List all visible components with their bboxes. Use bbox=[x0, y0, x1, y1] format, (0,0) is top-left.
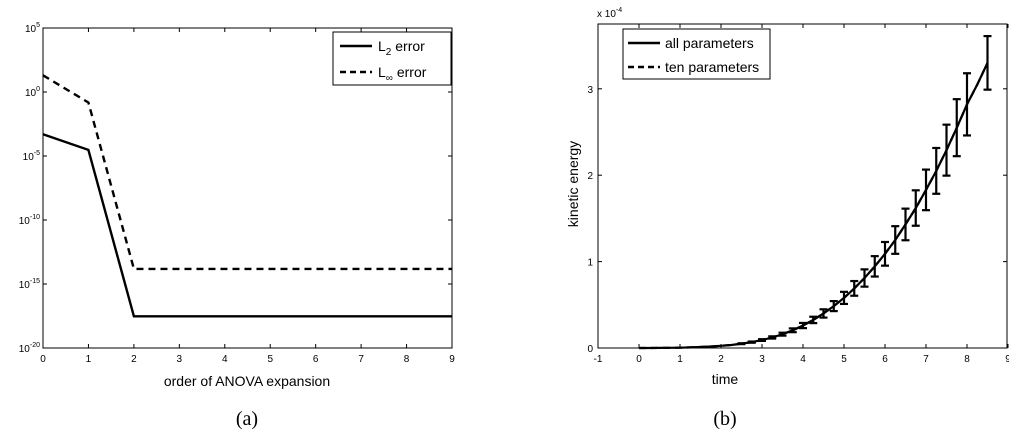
series-line-linf-error bbox=[42, 74, 452, 271]
error-bar bbox=[870, 255, 879, 278]
x-tick-label: 1 bbox=[677, 354, 683, 365]
x-tick-label: 2 bbox=[718, 354, 724, 365]
x-tick-label: 8 bbox=[404, 354, 410, 365]
y-tick-label: 10-5 bbox=[23, 150, 40, 163]
error-bar bbox=[911, 189, 920, 227]
panel-a-frame bbox=[42, 27, 453, 349]
x-tick-label: 0 bbox=[636, 354, 642, 365]
x-tick-label: 4 bbox=[800, 354, 806, 365]
error-bar bbox=[891, 225, 900, 255]
x-tick-label: 4 bbox=[222, 354, 228, 365]
error-bar bbox=[758, 338, 766, 343]
y-tick-label: 10-10 bbox=[19, 214, 40, 227]
panel-b-y-multiplier: x 10-4 bbox=[597, 7, 622, 20]
error-bar bbox=[922, 168, 930, 212]
y-tick-label: 0 bbox=[587, 344, 593, 355]
y-tick-label: 10-15 bbox=[19, 278, 40, 291]
panel-a-x-axis-label: order of ANOVA expansion bbox=[164, 373, 330, 389]
error-bar bbox=[901, 207, 910, 242]
x-tick-label: 6 bbox=[882, 354, 888, 365]
error-bar bbox=[768, 335, 777, 340]
panel-b-legend: all parameters ten parameters bbox=[622, 28, 771, 80]
y-tick-label: 100 bbox=[25, 86, 40, 99]
y-tick-label: 1 bbox=[587, 258, 593, 269]
x-tick-label: 0 bbox=[40, 354, 46, 365]
error-bar bbox=[788, 327, 797, 334]
panel-b-y-axis-label: kinetic energy bbox=[565, 141, 581, 227]
error-bar bbox=[983, 34, 992, 91]
error-bar bbox=[829, 299, 838, 313]
y-tick-label: 3 bbox=[587, 85, 593, 96]
panel-b-x-axis-label: time bbox=[712, 371, 739, 387]
x-tick-label: 1 bbox=[86, 354, 92, 365]
error-bar bbox=[932, 146, 941, 195]
error-bar bbox=[819, 308, 828, 319]
panel-a-legend: L2 error L∞ error bbox=[332, 31, 452, 86]
x-tick-label: 7 bbox=[358, 354, 364, 365]
x-tick-label: 5 bbox=[267, 354, 273, 365]
error-bar bbox=[881, 240, 889, 267]
error-bar bbox=[952, 98, 961, 158]
x-tick-label: 3 bbox=[177, 354, 183, 365]
error-bar bbox=[778, 331, 787, 337]
x-tick-label: 9 bbox=[1005, 354, 1009, 365]
y-tick-label: 2 bbox=[587, 171, 593, 182]
series-line-all-parameters bbox=[639, 62, 989, 350]
x-tick-label: 6 bbox=[313, 354, 319, 365]
x-tick-label: 5 bbox=[841, 354, 847, 365]
error-bar bbox=[963, 72, 971, 137]
error-bar bbox=[860, 268, 869, 288]
error-bar bbox=[737, 342, 746, 346]
series-line-ten-parameters bbox=[639, 62, 989, 350]
x-tick-label: 8 bbox=[964, 354, 970, 365]
panel-a-caption: (a) bbox=[236, 408, 258, 430]
x-tick-label: 7 bbox=[923, 354, 929, 365]
x-tick-label: 2 bbox=[131, 354, 137, 365]
error-bar bbox=[942, 123, 951, 177]
panel-b-chart: time kinetic energy (b) x 10-4 all param… bbox=[565, 7, 1009, 430]
error-bar bbox=[747, 340, 756, 344]
legend-label-all: all parameters bbox=[665, 35, 754, 51]
y-tick-label: 105 bbox=[25, 22, 40, 35]
x-tick-label: -1 bbox=[594, 354, 603, 365]
y-tick-label: 10-20 bbox=[19, 342, 40, 355]
panel-a-chart: order of ANOVA expansion (a) L2 error L∞… bbox=[19, 22, 455, 430]
error-bar bbox=[840, 290, 848, 306]
x-tick-label: 3 bbox=[759, 354, 765, 365]
series-line-l2-error bbox=[42, 133, 452, 318]
error-bar bbox=[809, 315, 818, 325]
panel-b-caption: (b) bbox=[713, 408, 736, 430]
error-bar bbox=[850, 279, 859, 297]
x-tick-label: 9 bbox=[449, 354, 455, 365]
legend-label-ten: ten parameters bbox=[665, 59, 759, 75]
error-bar bbox=[799, 321, 807, 330]
